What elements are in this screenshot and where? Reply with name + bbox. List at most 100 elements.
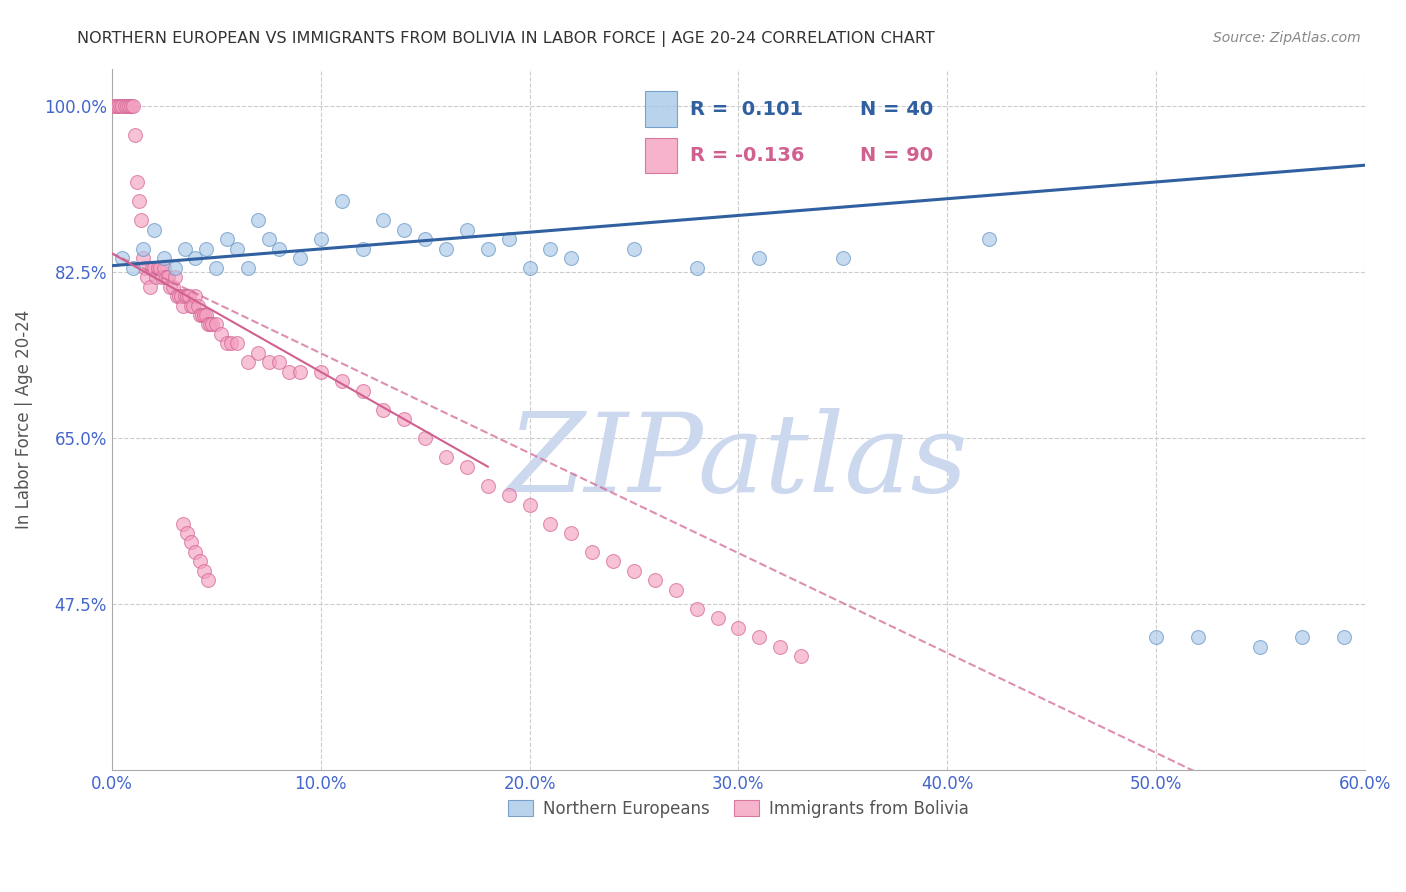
Point: [190, 308, 212, 322]
Y-axis label: In Labor Force | Age 20-24: In Labor Force | Age 20-24: [15, 310, 32, 529]
Point: [623, 242, 645, 256]
Point: [977, 232, 1000, 246]
Point: [413, 431, 436, 445]
Point: [162, 279, 184, 293]
Point: [155, 270, 177, 285]
Point: [215, 232, 238, 246]
Point: [110, 99, 132, 113]
Point: [540, 516, 562, 531]
Point: [236, 260, 259, 275]
Point: [132, 251, 155, 265]
Point: [111, 251, 134, 265]
Point: [665, 582, 688, 597]
Point: [184, 251, 207, 265]
Point: [215, 336, 238, 351]
Point: [184, 545, 207, 559]
Point: [163, 270, 186, 285]
Point: [124, 128, 146, 142]
Point: [685, 260, 707, 275]
Point: [477, 478, 499, 492]
Point: [519, 260, 541, 275]
Point: [769, 640, 792, 654]
Point: [748, 630, 770, 644]
Point: [257, 355, 280, 369]
Point: [174, 289, 197, 303]
Point: [1333, 630, 1355, 644]
Point: [105, 99, 128, 113]
Point: [184, 289, 207, 303]
Point: [179, 289, 201, 303]
Point: [209, 326, 232, 341]
Point: [498, 488, 520, 502]
Point: [193, 308, 215, 322]
Point: [197, 318, 219, 332]
Point: [330, 194, 353, 209]
Point: [146, 260, 169, 275]
Point: [194, 242, 217, 256]
Point: [180, 298, 202, 312]
Point: [198, 318, 221, 332]
Point: [132, 242, 155, 256]
Point: [114, 99, 136, 113]
Point: [111, 99, 134, 113]
Point: [602, 554, 624, 568]
Legend: Northern Europeans, Immigrants from Bolivia: Northern Europeans, Immigrants from Boli…: [501, 794, 976, 825]
Point: [434, 450, 457, 465]
Point: [142, 260, 165, 275]
Point: [581, 545, 603, 559]
Point: [188, 554, 211, 568]
Point: [166, 289, 188, 303]
Point: [219, 336, 242, 351]
Point: [176, 289, 198, 303]
Point: [394, 412, 416, 426]
Point: [278, 365, 301, 379]
Point: [125, 175, 148, 189]
Point: [129, 213, 152, 227]
Point: [352, 384, 374, 398]
Point: [149, 260, 172, 275]
Point: [247, 213, 270, 227]
Point: [727, 621, 749, 635]
Point: [330, 375, 353, 389]
Text: ZIPatlas: ZIPatlas: [508, 408, 969, 515]
Point: [790, 649, 813, 664]
Point: [150, 270, 173, 285]
Point: [136, 270, 159, 285]
Point: [142, 222, 165, 236]
Point: [118, 99, 141, 113]
Point: [394, 222, 416, 236]
Point: [288, 251, 311, 265]
Point: [373, 213, 395, 227]
Point: [172, 516, 194, 531]
Point: [748, 251, 770, 265]
Point: [157, 270, 180, 285]
Point: [1249, 640, 1271, 654]
Point: [1144, 630, 1167, 644]
Point: [288, 365, 311, 379]
Point: [685, 602, 707, 616]
Point: [145, 270, 167, 285]
Point: [267, 355, 290, 369]
Point: [183, 298, 205, 312]
Point: [413, 232, 436, 246]
Point: [226, 242, 249, 256]
Point: [194, 308, 217, 322]
Point: [644, 574, 666, 588]
Point: [309, 365, 332, 379]
Text: Source: ZipAtlas.com: Source: ZipAtlas.com: [1213, 31, 1361, 45]
Point: [107, 99, 129, 113]
Point: [477, 242, 499, 256]
Point: [138, 279, 160, 293]
Point: [519, 498, 541, 512]
Point: [170, 289, 193, 303]
Point: [153, 251, 176, 265]
Point: [103, 99, 125, 113]
Text: NORTHERN EUROPEAN VS IMMIGRANTS FROM BOLIVIA IN LABOR FORCE | AGE 20-24 CORRELAT: NORTHERN EUROPEAN VS IMMIGRANTS FROM BOL…: [77, 31, 935, 47]
Point: [434, 242, 457, 256]
Point: [205, 318, 228, 332]
Point: [236, 355, 259, 369]
Point: [167, 289, 190, 303]
Point: [128, 194, 150, 209]
Point: [309, 232, 332, 246]
Point: [352, 242, 374, 256]
